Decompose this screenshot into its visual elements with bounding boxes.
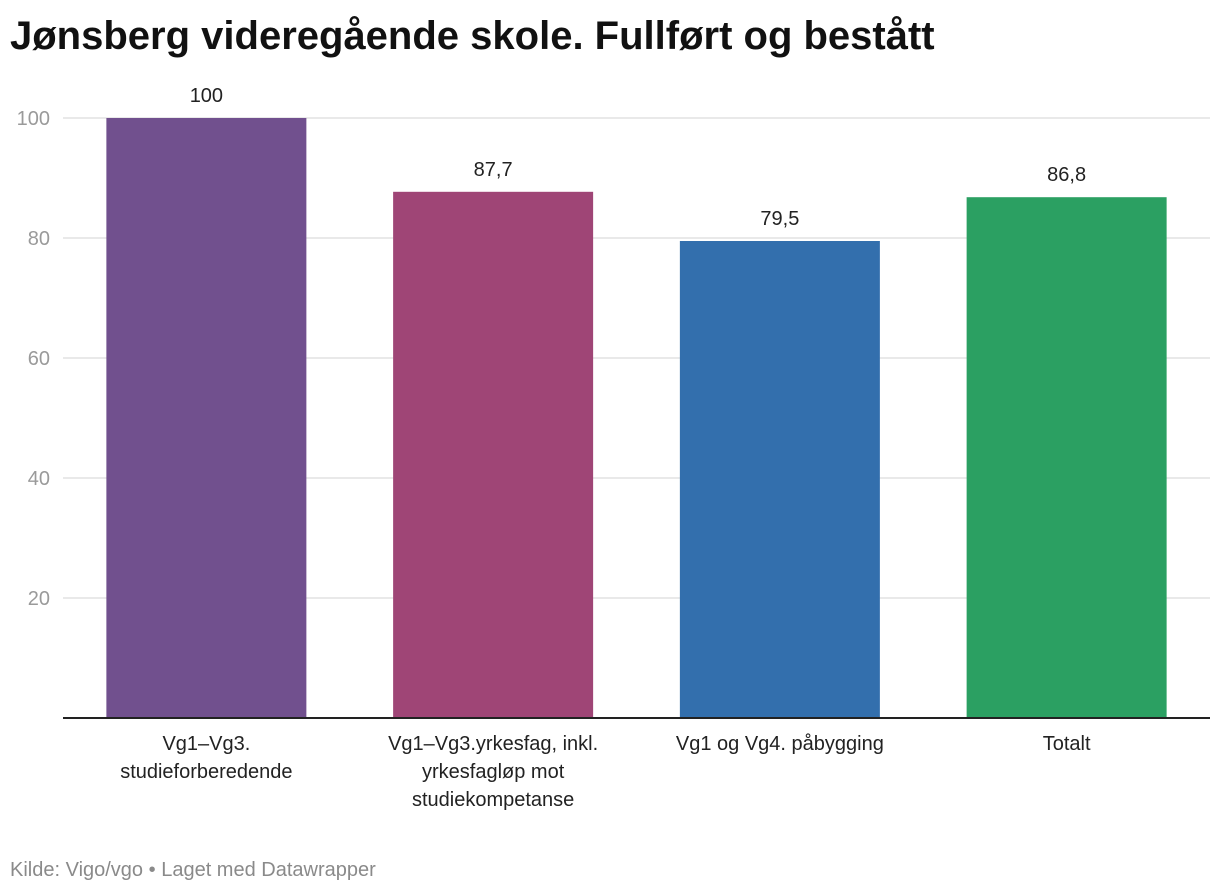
bar: [393, 191, 594, 719]
bar: [966, 197, 1167, 718]
x-tick-label-line: Vg1–Vg3.: [162, 733, 250, 755]
chart-title: Jønsberg videregående skole. Fullført og…: [10, 14, 935, 58]
credit-link[interactable]: Laget med Datawrapper: [161, 859, 376, 881]
x-tick-label-line: studiekompetanse: [412, 789, 574, 811]
x-tick-label: Vg1 og Vg4. påbygging: [676, 733, 884, 755]
bar: [679, 241, 880, 718]
x-tick-label-line: yrkesfagløp mot: [422, 761, 565, 783]
x-tick-label-line: Totalt: [1043, 733, 1091, 755]
x-tick-label: Vg1–Vg3. studieforberedende: [120, 733, 292, 783]
y-tick-label: 40: [28, 468, 50, 490]
source-note: Kilde: Vigo/vgo: [10, 859, 144, 881]
x-tick-label: Vg1–Vg3.yrkesfag, inkl. yrkesfagløp mot st…: [388, 733, 598, 811]
x-tick-label-line: Vg1–Vg3.yrkesfag, inkl.: [388, 733, 598, 755]
bars: [106, 118, 1167, 719]
bar-value-label: 86,8: [1047, 164, 1086, 186]
x-tick-label-line: Vg1 og Vg4. påbygging: [676, 733, 884, 755]
y-tick-label: 60: [28, 348, 50, 370]
bar-value-label: 87,7: [474, 159, 513, 181]
footer-separator: •: [148, 859, 156, 881]
bar-value-label: 100: [190, 85, 223, 107]
x-tick-label-line: studieforberedende: [120, 761, 292, 783]
x-tick-label: Totalt: [1043, 733, 1091, 755]
bar-value-label: 79,5: [760, 208, 799, 230]
y-tick-label: 20: [28, 588, 50, 610]
labels: 20 40 60 80 100 100 Vg1–Vg3. studieforberedende…: [17, 85, 1091, 811]
footer: Kilde: Vigo/vgo • Laget med Datawrapper: [10, 857, 376, 883]
y-tick-label: 80: [28, 228, 50, 250]
y-tick-label: 100: [17, 108, 50, 130]
bar: [106, 118, 307, 718]
